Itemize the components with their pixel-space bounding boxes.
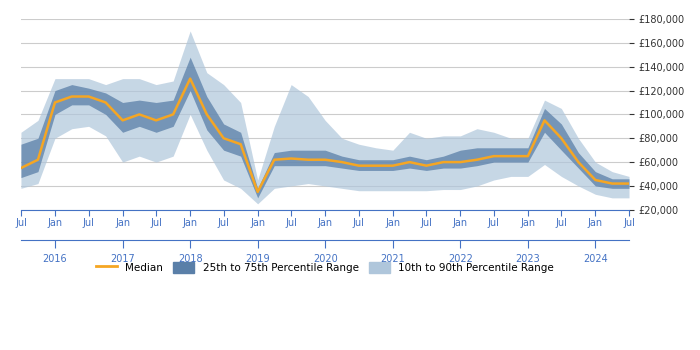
Legend: Median, 25th to 75th Percentile Range, 10th to 90th Percentile Range: Median, 25th to 75th Percentile Range, 1…: [92, 258, 558, 277]
